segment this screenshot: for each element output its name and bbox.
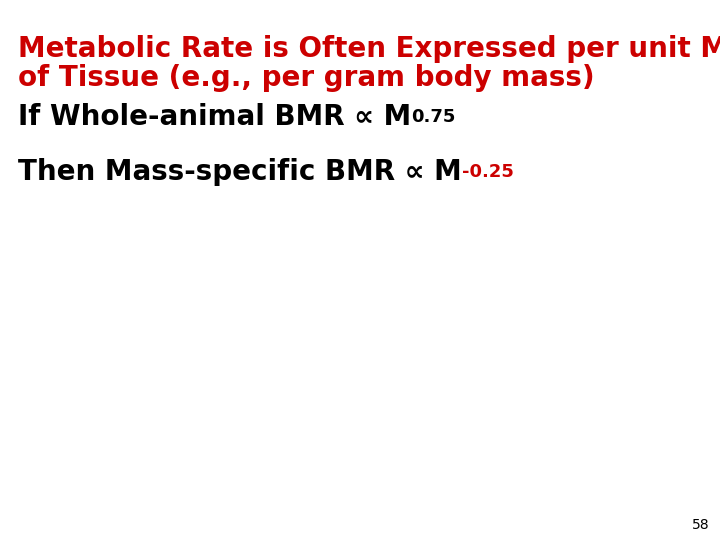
Text: Metabolic Rate is Often Expressed per unit Mass: Metabolic Rate is Often Expressed per un… <box>18 35 720 63</box>
Text: 0.75: 0.75 <box>411 108 456 126</box>
Text: If Whole-animal BMR ∝ M: If Whole-animal BMR ∝ M <box>18 103 411 131</box>
Text: 58: 58 <box>693 518 710 532</box>
Text: of Tissue (e.g., per gram body mass): of Tissue (e.g., per gram body mass) <box>18 64 595 92</box>
Text: Then Mass-specific BMR ∝ M: Then Mass-specific BMR ∝ M <box>18 158 462 186</box>
Text: -0.25: -0.25 <box>462 163 513 181</box>
